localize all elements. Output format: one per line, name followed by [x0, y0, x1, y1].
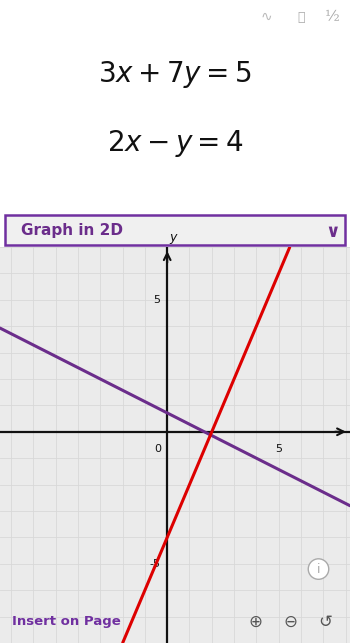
Text: 🕮: 🕮: [297, 10, 305, 24]
Text: 0: 0: [155, 444, 162, 454]
Text: ∨: ∨: [325, 223, 340, 241]
Text: i: i: [317, 563, 320, 575]
FancyBboxPatch shape: [5, 215, 345, 246]
Text: 5: 5: [275, 444, 282, 454]
Text: Graph in 2D: Graph in 2D: [21, 223, 123, 238]
Text: -5: -5: [149, 559, 161, 569]
Text: ½: ½: [325, 10, 340, 24]
Text: ⊕: ⊕: [248, 613, 262, 631]
Text: ∿: ∿: [260, 10, 272, 24]
Text: ↺: ↺: [318, 613, 332, 631]
Text: 5: 5: [154, 294, 161, 305]
Text: $2x - y = 4$: $2x - y = 4$: [107, 128, 243, 159]
Text: ⊖: ⊖: [283, 613, 297, 631]
Text: $3x + 7y = 5$: $3x + 7y = 5$: [98, 59, 252, 90]
Text: Insert on Page: Insert on Page: [12, 615, 121, 628]
Text: y: y: [169, 231, 176, 244]
